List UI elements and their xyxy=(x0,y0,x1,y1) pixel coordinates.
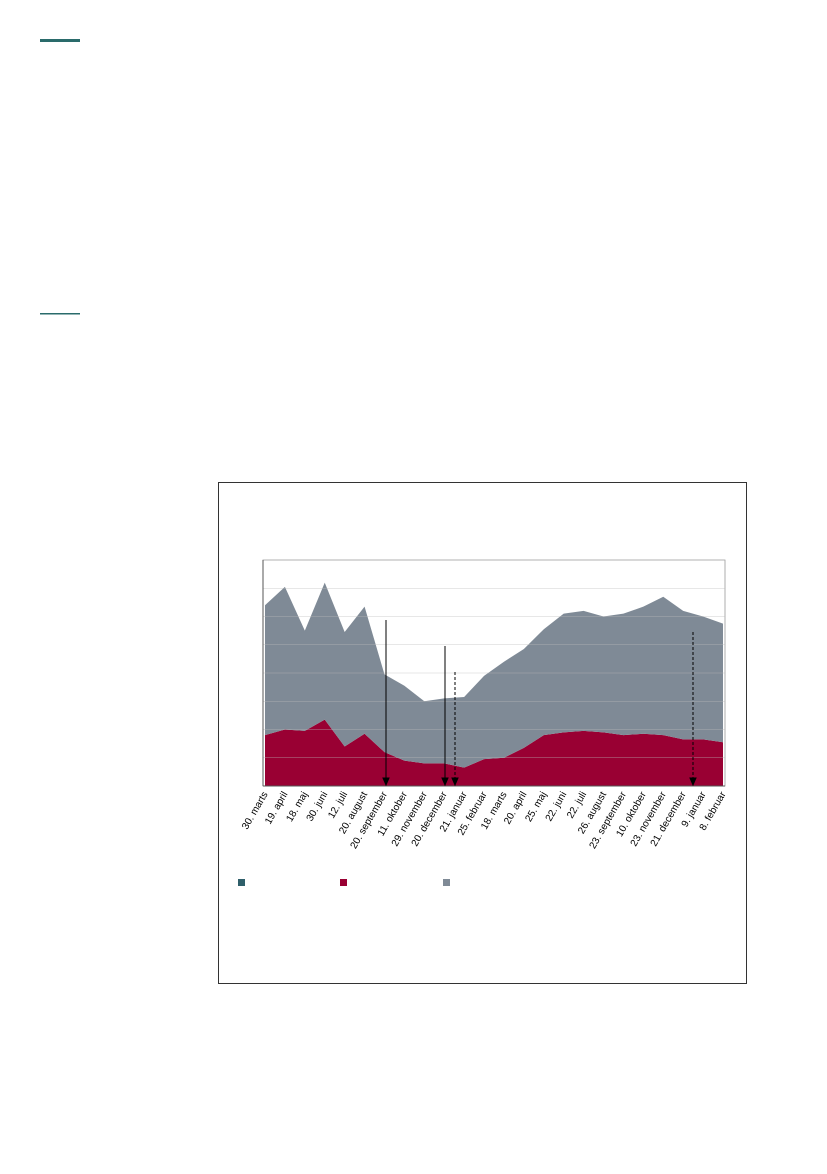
chart-frame xyxy=(218,482,747,984)
annotations xyxy=(382,620,697,787)
arrow-head xyxy=(441,777,449,787)
arrow-head xyxy=(689,777,697,787)
area xyxy=(265,582,723,768)
arrow-head xyxy=(451,777,459,787)
x-tick-label: 30. marts xyxy=(240,790,270,832)
legend-swatch xyxy=(443,879,450,886)
section-rule xyxy=(40,39,80,42)
section-rule xyxy=(40,313,80,315)
legend-swatch xyxy=(238,879,245,886)
arrow-head xyxy=(382,777,390,787)
area xyxy=(265,719,723,786)
legend-swatch xyxy=(340,879,347,886)
